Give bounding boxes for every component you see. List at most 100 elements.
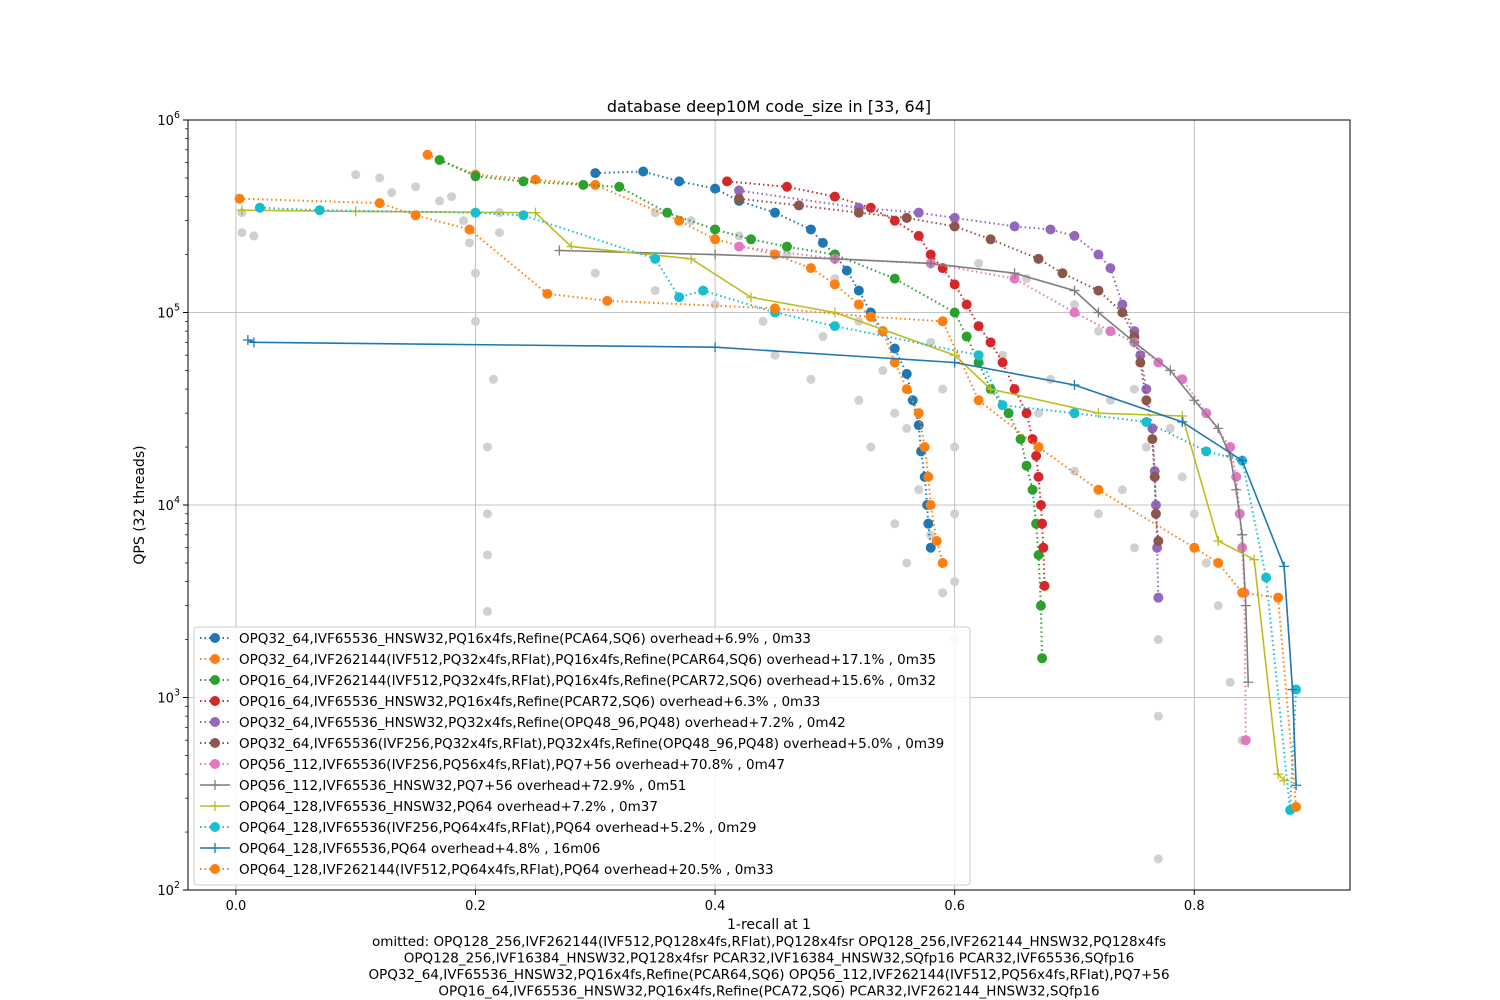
data-point xyxy=(590,168,601,179)
background-point xyxy=(590,268,600,278)
background-point xyxy=(482,606,492,616)
legend-label: OPQ32_64,IVF65536_HNSW32,PQ32x4fs,Refine… xyxy=(239,715,846,731)
y-tick-base: 10 xyxy=(157,499,174,514)
data-point xyxy=(853,299,864,310)
data-point xyxy=(1035,600,1046,611)
legend-label: OPQ16_64,IVF262144(IVF512,PQ32x4fs,RFlat… xyxy=(239,673,936,689)
data-point xyxy=(1150,508,1161,519)
x-axis-title: 1-recall at 1 xyxy=(727,917,811,933)
data-point xyxy=(793,200,804,211)
data-point xyxy=(1033,253,1044,264)
series-line xyxy=(595,170,932,548)
background-point xyxy=(950,509,960,519)
data-point xyxy=(710,249,721,260)
background-point xyxy=(482,442,492,452)
data-point xyxy=(1291,801,1302,812)
background-point xyxy=(1177,472,1187,482)
omitted-line: omitted: OPQ128_256,IVF262144(IVF512,PQ1… xyxy=(372,934,1166,950)
data-point xyxy=(734,185,745,196)
data-point xyxy=(925,542,936,553)
background-point xyxy=(1069,466,1079,476)
data-point xyxy=(901,384,912,395)
data-point xyxy=(1261,572,1272,583)
data-point xyxy=(734,241,745,252)
x-tick-label: 0.0 xyxy=(226,899,247,914)
background-point xyxy=(1225,677,1235,687)
data-point xyxy=(997,357,1008,368)
data-point xyxy=(674,215,685,226)
background-point xyxy=(758,316,768,326)
y-tick-base: 10 xyxy=(157,114,174,129)
background-point xyxy=(488,374,498,384)
background-point xyxy=(1189,509,1199,519)
omitted-note: omitted: OPQ128_256,IVF262144(IVF512,PQ1… xyxy=(368,934,1169,1000)
data-point xyxy=(554,245,565,256)
omitted-line: OPQ128_256,IVF16384_HNSW32,PQ128x4fsr PC… xyxy=(404,951,1135,967)
legend-item: OPQ64_128,IVF262144(IVF512,PQ64x4fs,RFla… xyxy=(200,862,774,878)
data-point xyxy=(464,224,475,235)
legend-label: OPQ64_128,IVF65536(IVF256,PQ64x4fs,RFlat… xyxy=(239,820,756,836)
data-point xyxy=(1031,450,1042,461)
data-point xyxy=(937,316,948,327)
data-point xyxy=(853,285,864,296)
data-point xyxy=(829,253,840,264)
data-point xyxy=(1003,408,1014,419)
background-point xyxy=(1129,543,1139,553)
data-point xyxy=(1117,299,1128,310)
data-point xyxy=(973,395,984,406)
data-point xyxy=(710,234,721,245)
background-point xyxy=(974,258,984,268)
y-tick-exponent: 6 xyxy=(174,110,180,121)
data-point xyxy=(973,321,984,332)
data-point xyxy=(1105,263,1116,274)
legend-marker xyxy=(210,822,220,832)
legend-item: OPQ32_64,IVF262144(IVF512,PQ32x4fs,RFlat… xyxy=(200,652,936,668)
x-tick-label: 0.4 xyxy=(705,899,726,914)
y-tick-exponent: 4 xyxy=(174,495,180,506)
legend-marker xyxy=(210,843,220,853)
background-point xyxy=(1141,442,1151,452)
data-point xyxy=(1240,735,1251,746)
background-point xyxy=(387,188,397,198)
data-point xyxy=(1273,769,1284,780)
legend-item: OPQ64_128,IVF65536,PQ64 overhead+4.8% , … xyxy=(200,841,600,857)
series-11 xyxy=(234,193,1302,812)
data-point xyxy=(937,557,948,568)
data-point xyxy=(734,193,745,204)
series-5 xyxy=(734,193,1164,547)
legend-item: OPQ56_112,IVF65536(IVF256,PQ56x4fs,RFlat… xyxy=(200,757,785,773)
legend-item: OPQ64_128,IVF65536(IVF256,PQ64x4fs,RFlat… xyxy=(200,820,756,836)
background-point xyxy=(351,170,361,180)
data-point xyxy=(985,337,996,348)
data-point xyxy=(1147,423,1158,434)
omitted-line: OPQ16_64,IVF65536_HNSW32,PQ16x4fs,Refine… xyxy=(438,984,1099,1000)
data-point xyxy=(997,400,1008,411)
data-point xyxy=(1093,484,1104,495)
data-point xyxy=(242,334,253,345)
data-point xyxy=(1279,775,1290,786)
background-point xyxy=(482,509,492,519)
background-point xyxy=(998,350,1008,360)
data-point xyxy=(578,179,589,190)
data-point xyxy=(1273,592,1284,603)
legend-marker xyxy=(210,654,220,664)
data-point xyxy=(722,176,733,187)
y-tick-label: 102 xyxy=(157,880,180,899)
data-point xyxy=(985,234,996,245)
series-4 xyxy=(734,185,1164,603)
background-point xyxy=(1129,384,1139,394)
y-tick-label: 106 xyxy=(157,110,180,129)
data-point xyxy=(614,181,625,192)
legend-item: OPQ32_64,IVF65536_HNSW32,PQ32x4fs,Refine… xyxy=(200,715,846,731)
x-tick-label: 0.2 xyxy=(465,899,486,914)
data-point xyxy=(410,210,421,221)
data-point xyxy=(236,205,247,216)
data-point xyxy=(1213,557,1224,568)
data-point xyxy=(1093,249,1104,260)
y-tick-label: 104 xyxy=(157,495,180,514)
omitted-line: OPQ32_64,IVF65536_HNSW32,PQ16x4fs,Refine… xyxy=(368,967,1169,983)
background-point xyxy=(710,300,720,310)
data-point xyxy=(470,207,481,218)
y-tick-label: 105 xyxy=(157,303,180,322)
data-point xyxy=(1069,408,1080,419)
